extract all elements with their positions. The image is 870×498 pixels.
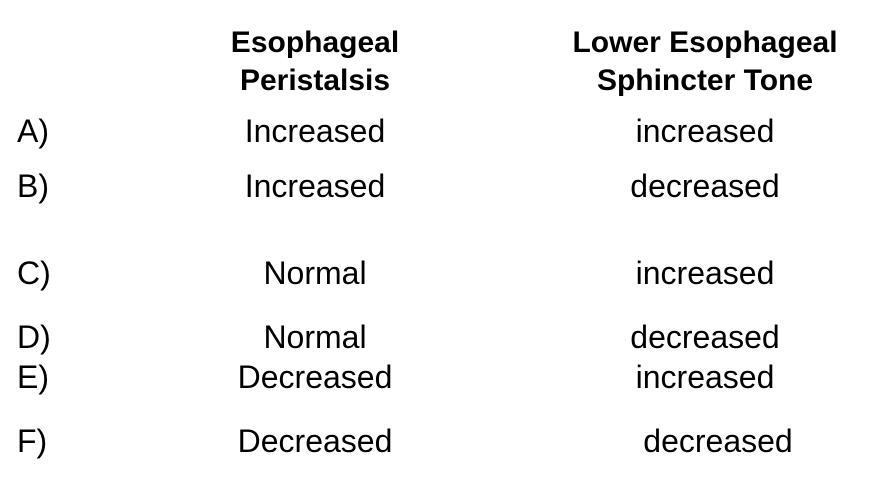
row-label: C): [17, 255, 51, 291]
cell: decreased: [630, 168, 780, 204]
column-header: Esophageal: [230, 26, 400, 59]
row-label: E): [17, 359, 49, 395]
row-label: D): [17, 319, 51, 355]
cell: increased: [635, 255, 775, 291]
row-label: F): [17, 423, 48, 459]
cell: Normal: [263, 319, 367, 355]
cell: Decreased: [237, 359, 393, 395]
cell: Increased: [244, 168, 386, 204]
column-header: Peristalsis: [239, 64, 391, 97]
cell: decreased: [643, 423, 793, 459]
cell: Decreased: [237, 423, 393, 459]
column-header: Lower Esophageal: [572, 26, 838, 59]
cell: Normal: [263, 255, 367, 291]
row-label: A): [17, 113, 49, 149]
row-label: B): [17, 168, 49, 204]
column-header: Sphincter Tone: [596, 64, 814, 97]
cell: increased: [635, 359, 775, 395]
cell: increased: [635, 113, 775, 149]
cell: Increased: [244, 113, 386, 149]
cell: decreased: [630, 319, 780, 355]
